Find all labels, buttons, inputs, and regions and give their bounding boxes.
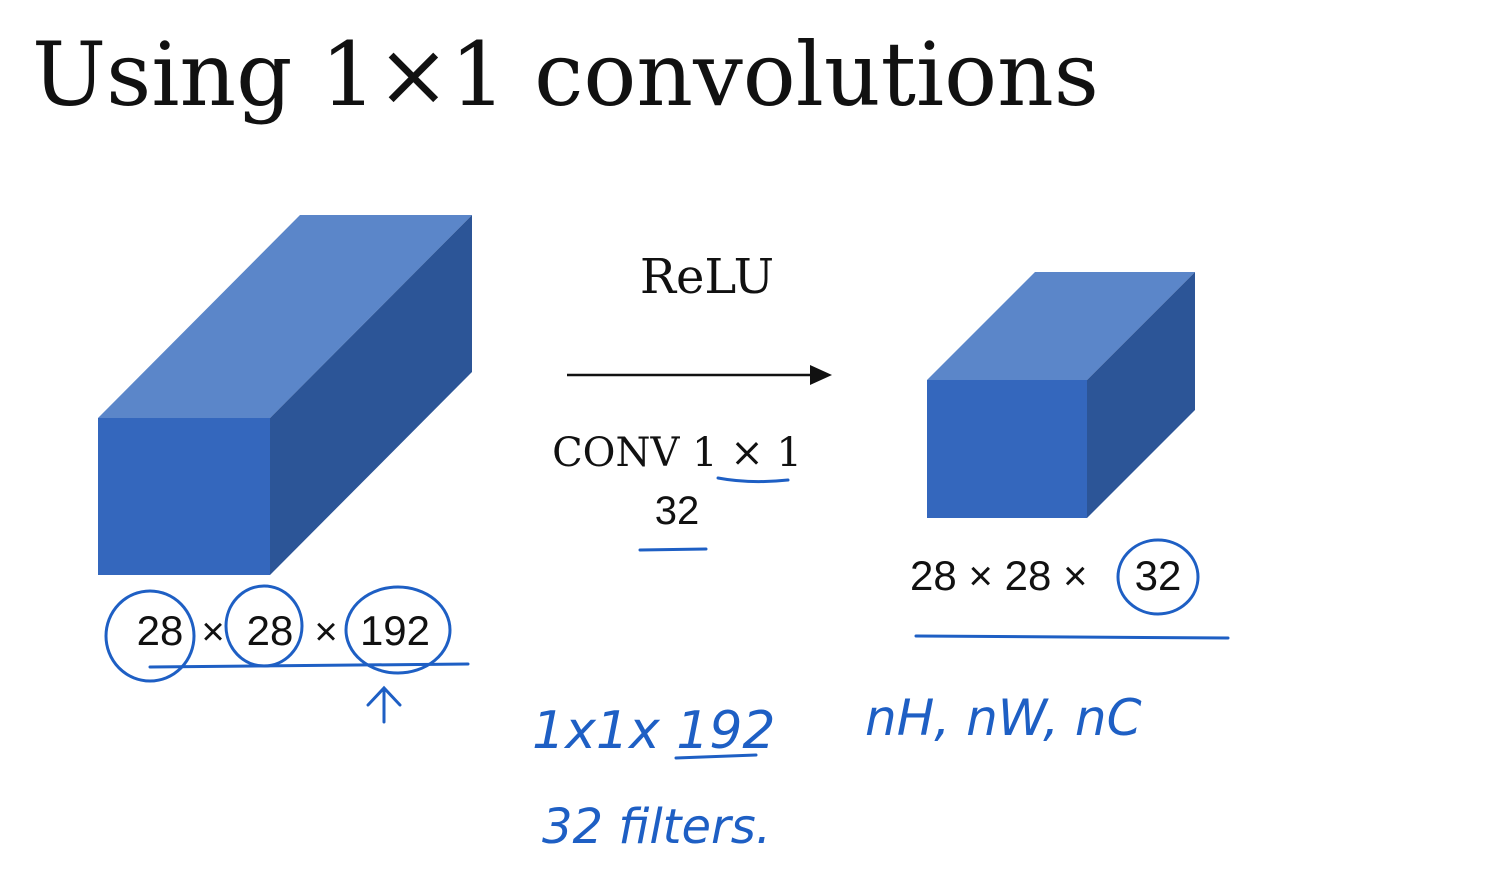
arrow <box>567 365 832 385</box>
arrow-up-mark <box>366 685 402 724</box>
dims-note: nH, nW, nC <box>865 689 1142 747</box>
times-sign: × <box>314 610 337 654</box>
input-width: 28 <box>247 607 294 654</box>
ink-annotations: 1x1x 192 32 filters. nH, nW, nC <box>104 476 1230 855</box>
conv-label: CONV 1 × 1 <box>552 430 802 476</box>
filter-shape-note: 1x1x 192 <box>532 701 776 761</box>
underline-mark <box>638 547 708 552</box>
input-channels: 192 <box>360 607 430 654</box>
times-sign: × <box>201 610 224 654</box>
output-volume-top <box>927 272 1195 380</box>
output-volume-front <box>927 380 1087 518</box>
underline-mark <box>148 662 470 669</box>
filter-count-label: 32 <box>655 489 700 533</box>
underline-mark <box>716 476 790 484</box>
input-height: 28 <box>137 607 184 654</box>
output-hw: 28 × 28 × <box>910 552 1088 599</box>
input-volume <box>98 215 472 575</box>
underline-mark <box>914 634 1230 640</box>
output-channels: 32 <box>1135 552 1182 599</box>
output-volume <box>927 272 1195 518</box>
input-volume-top <box>98 215 472 418</box>
filter-count-note: 32 filters. <box>542 799 771 855</box>
underline-mark <box>674 753 758 760</box>
relu-label: ReLU <box>640 249 774 305</box>
circle-mark <box>1116 538 1200 616</box>
slide-title: Using 1×1 convolutions <box>32 23 1099 126</box>
output-volume-side <box>1087 272 1195 518</box>
circle-mark <box>104 589 196 683</box>
input-volume-side <box>270 215 472 575</box>
input-volume-front <box>98 418 270 575</box>
circle-mark <box>344 585 452 675</box>
input-dims: 28 × 28 × 192 <box>137 607 430 654</box>
